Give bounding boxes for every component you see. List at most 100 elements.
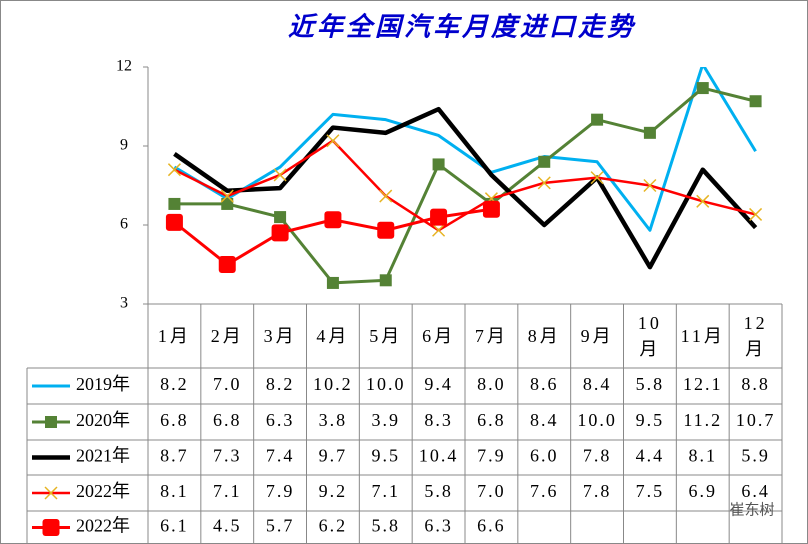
y-tick-label: 12 xyxy=(116,58,132,75)
table-value: 8.6 xyxy=(530,374,559,394)
marker xyxy=(42,519,60,536)
legend-label: 2020年 xyxy=(76,410,130,430)
x-tick-label: 8月 xyxy=(527,326,561,346)
marker xyxy=(749,95,762,108)
legend-label: 2019年 xyxy=(76,374,130,394)
table-value: 10.7 xyxy=(736,410,776,430)
watermark: 崔东树 xyxy=(729,501,774,519)
table-value: 6.8 xyxy=(477,410,506,430)
x-tick-label: 10月 xyxy=(637,313,662,359)
marker xyxy=(167,163,181,177)
table-value: 8.8 xyxy=(741,374,770,394)
table-value: 4.4 xyxy=(636,446,665,466)
y-tick-label: 9 xyxy=(120,137,128,154)
marker xyxy=(274,211,287,224)
table-value: 9.5 xyxy=(372,446,401,466)
table-value: 7.9 xyxy=(266,481,295,501)
marker xyxy=(273,168,287,182)
marker xyxy=(430,208,448,226)
y-tick-label: 6 xyxy=(120,216,128,233)
marker xyxy=(538,155,551,168)
legend-label: 2022年 xyxy=(76,481,130,501)
table-value: 12.1 xyxy=(683,374,723,394)
table-value: 11.2 xyxy=(683,410,722,430)
marker xyxy=(271,224,289,242)
marker xyxy=(537,176,551,190)
table-value: 6.1 xyxy=(160,516,189,536)
x-tick-label: 6月 xyxy=(422,326,456,346)
table-value: 4.5 xyxy=(213,516,242,536)
marker xyxy=(643,126,656,139)
table-value: 9.2 xyxy=(319,481,348,501)
table-value: 3.9 xyxy=(372,410,401,430)
x-tick-label: 7月 xyxy=(474,326,508,346)
x-tick-label: 11月 xyxy=(680,326,725,346)
table-value: 9.5 xyxy=(636,410,665,430)
table-value: 7.4 xyxy=(266,446,295,466)
marker xyxy=(324,211,342,229)
table-value: 7.8 xyxy=(583,481,612,501)
table-value: 6.6 xyxy=(477,516,506,536)
table-value: 8.4 xyxy=(583,374,612,394)
table-value: 6.8 xyxy=(213,410,242,430)
legend-label: 2021年 xyxy=(76,446,130,466)
table-value: 8.0 xyxy=(477,374,506,394)
marker xyxy=(379,189,393,203)
marker xyxy=(377,221,395,239)
table-value: 7.8 xyxy=(583,446,612,466)
table-value: 6.0 xyxy=(530,446,559,466)
marker xyxy=(696,82,709,95)
table-value: 10.2 xyxy=(313,374,353,394)
x-tick-label: 2月 xyxy=(210,326,244,346)
marker xyxy=(432,223,446,237)
marker xyxy=(749,207,763,221)
table-value: 7.1 xyxy=(372,481,401,501)
table-value: 5.8 xyxy=(372,516,401,536)
table-value: 7.0 xyxy=(213,374,242,394)
table-value: 8.2 xyxy=(266,374,295,394)
legend-label: 2022年 xyxy=(76,516,130,536)
table-value: 6.2 xyxy=(319,516,348,536)
table-value: 7.0 xyxy=(477,481,506,501)
table-value: 10.0 xyxy=(577,410,617,430)
marker xyxy=(590,171,604,185)
table-value: 3.8 xyxy=(319,410,348,430)
table-value: 8.1 xyxy=(689,446,718,466)
marker xyxy=(165,213,183,231)
table-value: 7.5 xyxy=(636,481,665,501)
marker xyxy=(218,256,236,273)
table-value: 7.6 xyxy=(530,481,559,501)
series-line xyxy=(174,86,756,285)
series-line xyxy=(173,106,758,270)
table-value: 6.8 xyxy=(160,410,189,430)
marker xyxy=(696,194,710,208)
x-tick-label: 3月 xyxy=(263,326,297,346)
marker xyxy=(326,276,339,289)
marker xyxy=(44,486,58,500)
marker xyxy=(591,113,604,126)
table-value: 6.3 xyxy=(266,410,295,430)
table-value: 8.4 xyxy=(530,410,559,430)
x-tick-label: 5月 xyxy=(369,326,403,346)
table-value: 10.4 xyxy=(419,446,459,466)
marker xyxy=(221,197,234,210)
marker xyxy=(643,178,657,193)
table-value: 5.9 xyxy=(741,446,770,466)
table-value: 7.3 xyxy=(213,446,242,466)
x-tick-label: 12月 xyxy=(743,313,768,359)
marker xyxy=(45,416,57,428)
table-value: 6.3 xyxy=(424,516,453,536)
table-value: 7.9 xyxy=(477,446,506,466)
table-value: 9.4 xyxy=(424,374,453,394)
table-value: 6.9 xyxy=(689,481,718,501)
table-value: 10.0 xyxy=(366,374,406,394)
x-tick-label: 4月 xyxy=(316,326,350,346)
table-value: 6.4 xyxy=(741,481,770,501)
series-line xyxy=(173,67,757,232)
marker xyxy=(482,200,500,218)
table-value: 9.7 xyxy=(319,446,348,466)
x-tick-label: 1月 xyxy=(157,326,191,346)
